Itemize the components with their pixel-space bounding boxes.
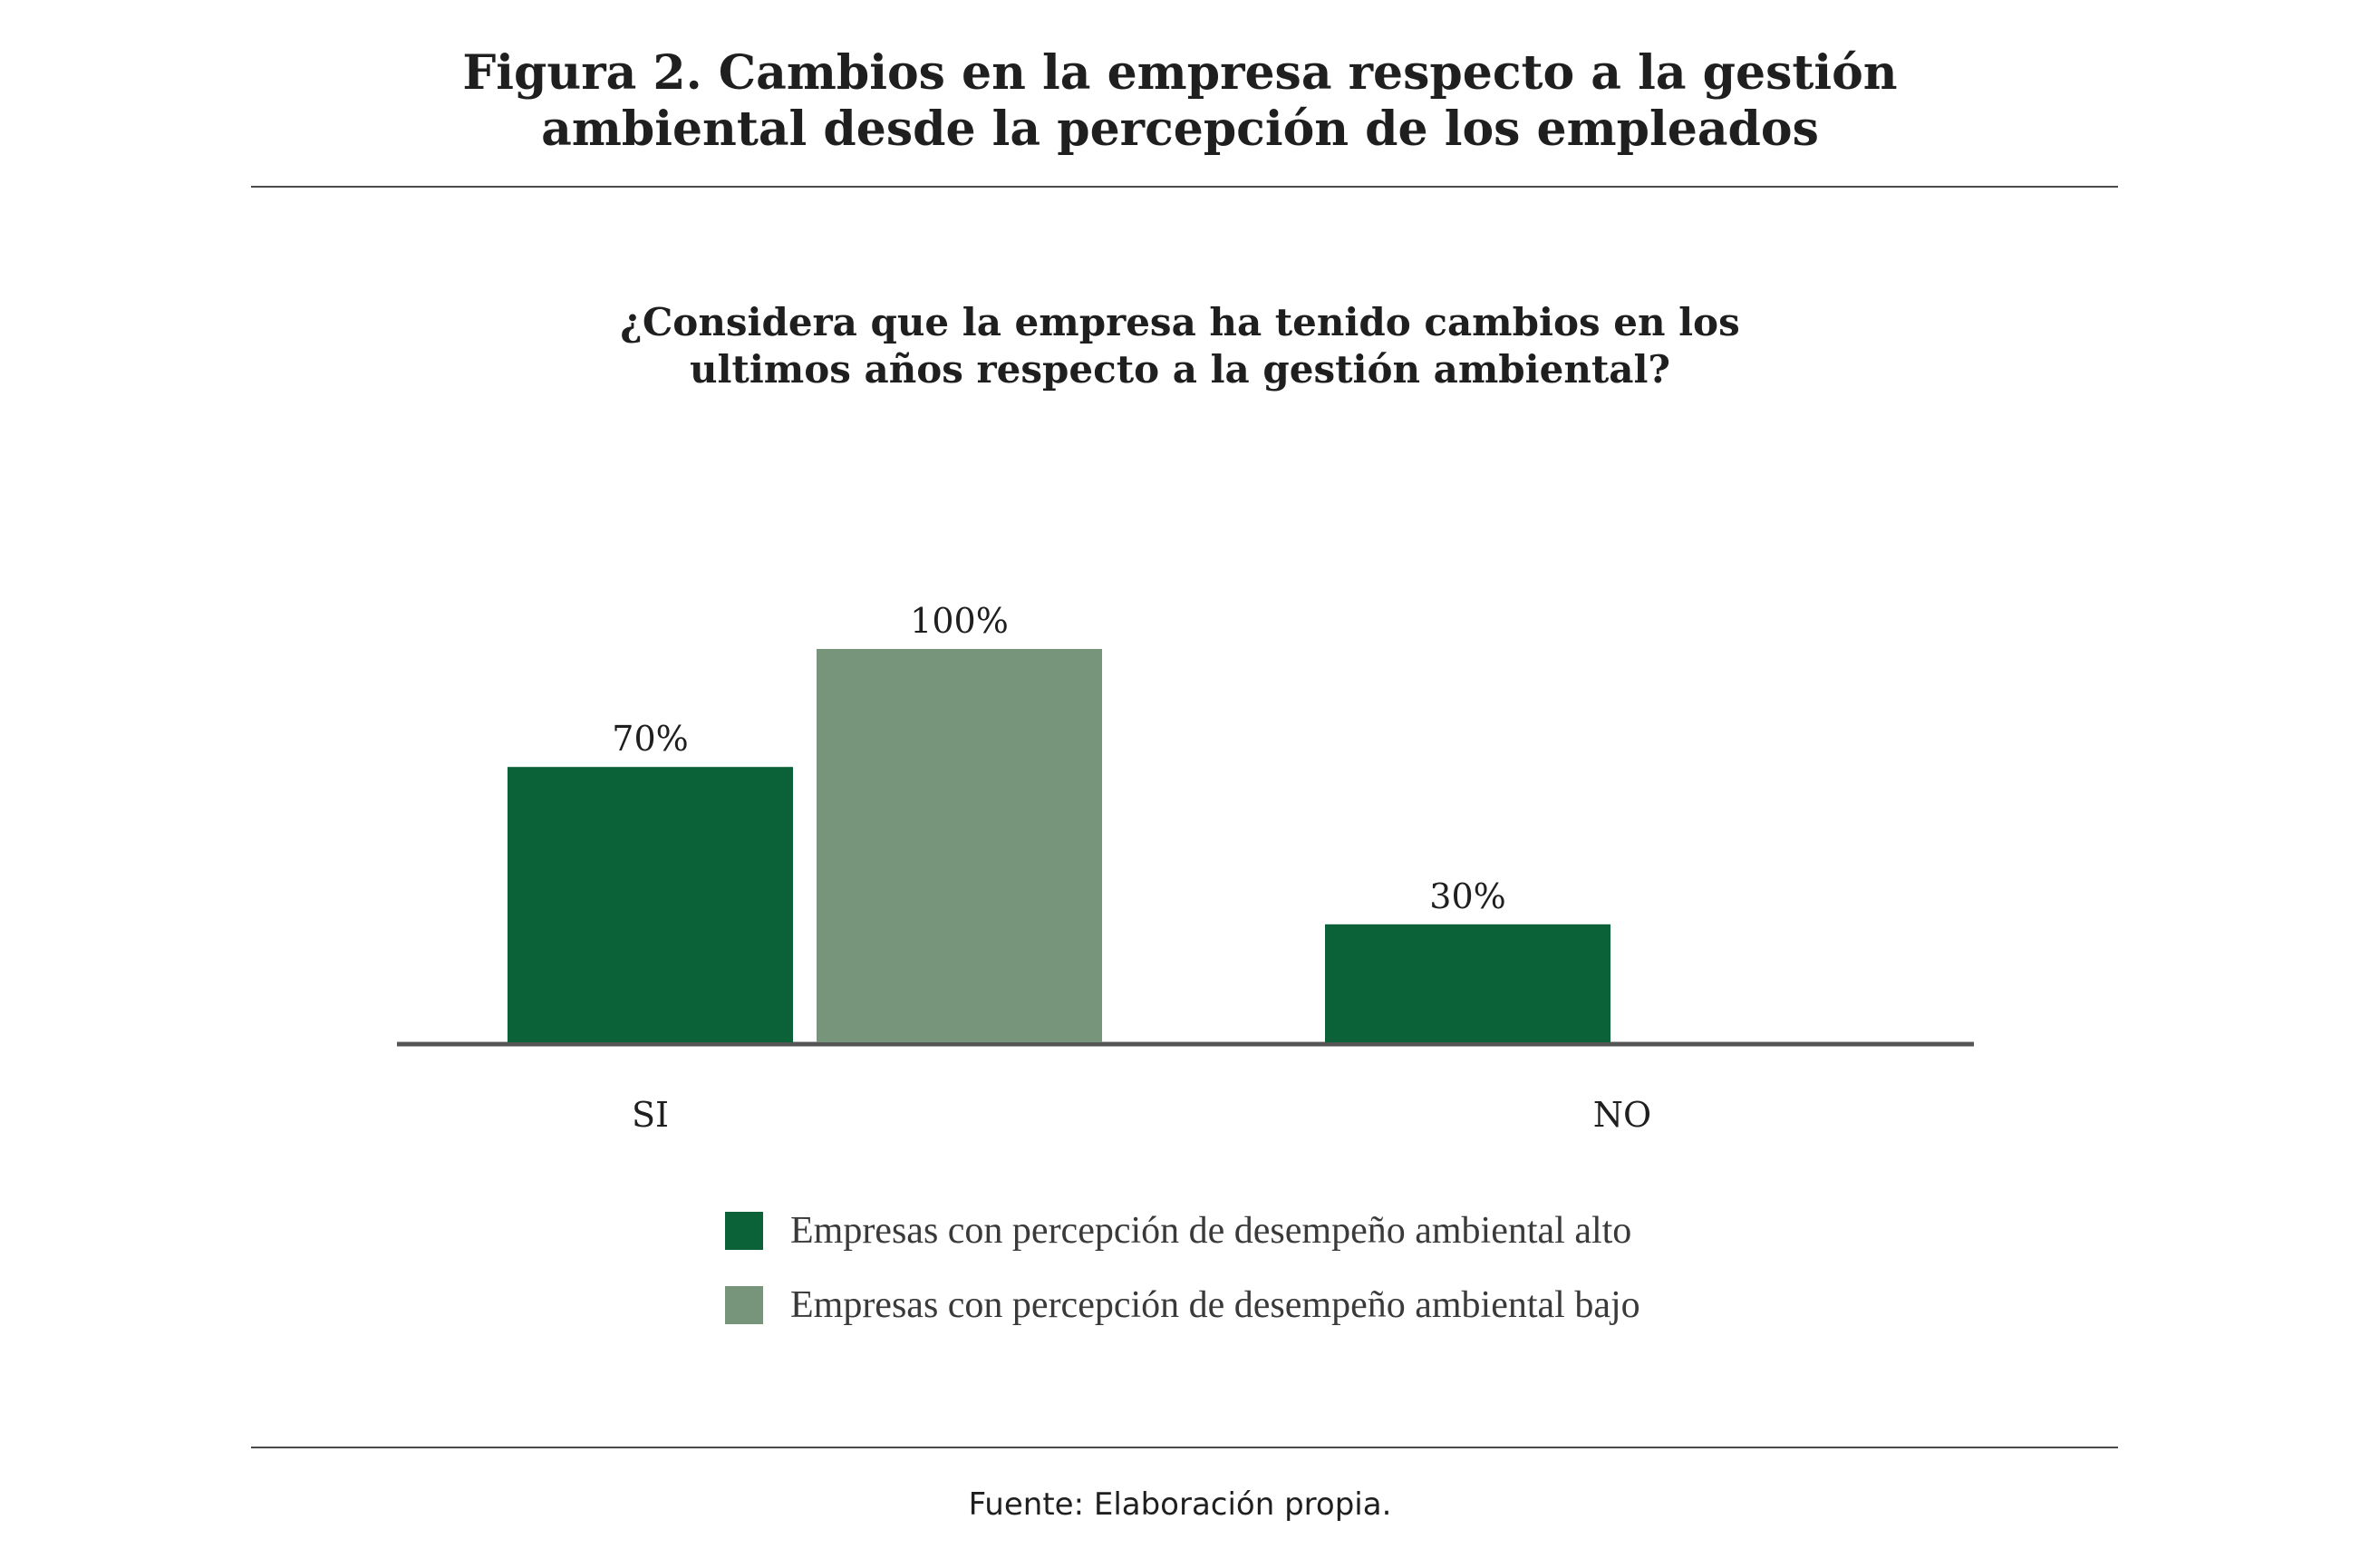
chart-title-line2: ultimos años respecto a la gestión ambie… [689, 347, 1671, 392]
figure-title-line2: ambiental desde la percepción de los emp… [541, 102, 1819, 157]
bar-si-series-1 [508, 767, 793, 1042]
chart-title: ¿Considera que la empresa ha tenido camb… [0, 299, 2360, 393]
data-label-no-series-1: 30% [1429, 876, 1505, 916]
figure-title: Figura 2. Cambios en la empresa respecto… [0, 45, 2360, 158]
legend-label-bajo: Empresas con percepción de desempeño amb… [790, 1284, 1640, 1326]
legend-swatch-bajo [725, 1286, 763, 1324]
figure-title-line1: Figura 2. Cambios en la empresa respecto… [462, 45, 1898, 101]
legend-item-alto: Empresas con percepción de desempeño amb… [725, 1210, 1640, 1252]
bar-no-series-1 [1325, 924, 1610, 1042]
top-divider [251, 186, 2118, 188]
legend: Empresas con percepción de desempeño amb… [725, 1210, 1640, 1359]
bar-si-series-2 [817, 649, 1102, 1042]
category-label-si: SI [632, 1095, 669, 1135]
legend-item-bajo: Empresas con percepción de desempeño amb… [725, 1284, 1640, 1326]
legend-label-alto: Empresas con percepción de desempeño amb… [790, 1210, 1632, 1252]
chart-title-line1: ¿Considera que la empresa ha tenido camb… [620, 300, 1740, 344]
legend-swatch-alto [725, 1212, 763, 1250]
data-label-si-series-2: 100% [910, 601, 1009, 641]
bottom-divider [251, 1447, 2118, 1448]
data-label-si-series-1: 70% [612, 719, 688, 759]
category-label-no: NO [1593, 1095, 1651, 1135]
source-note: Fuente: Elaboración propia. [968, 1486, 1392, 1523]
